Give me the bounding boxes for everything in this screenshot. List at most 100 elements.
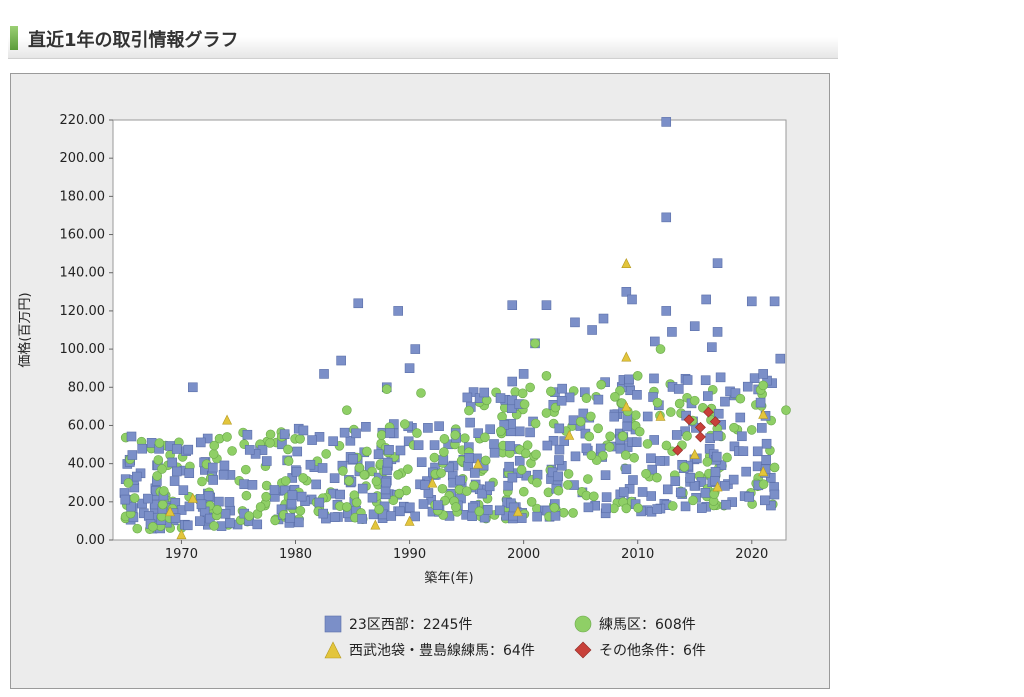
point-circle	[722, 452, 732, 463]
point-square	[127, 450, 138, 460]
point-circle	[261, 491, 271, 502]
data-point-square	[353, 298, 364, 309]
point-circle	[589, 491, 599, 502]
y-axis-label: 価格(百万円)	[17, 292, 33, 367]
point-square	[628, 475, 638, 485]
data-point-square	[707, 342, 717, 352]
legend-marker-triangle	[324, 641, 342, 659]
point-circle	[546, 386, 556, 397]
y-tick-label: 140.00	[60, 266, 106, 281]
point-circle	[525, 382, 535, 393]
point-square	[183, 444, 194, 455]
data-point-triangle	[370, 519, 381, 530]
point-circle	[212, 505, 223, 515]
point-square	[601, 492, 612, 502]
data-point-circle	[735, 393, 746, 404]
point-circle	[255, 502, 266, 512]
data-point-triangle	[712, 481, 723, 492]
point-circle	[522, 440, 533, 451]
data-point-triangle	[564, 429, 575, 440]
point-square	[652, 504, 662, 514]
point-square	[143, 493, 153, 504]
y-tick-label: 160.00	[60, 228, 106, 243]
point-square	[749, 373, 760, 383]
y-tick-label: 120.00	[60, 304, 106, 319]
point-circle	[519, 399, 530, 410]
point-square	[345, 435, 356, 446]
data-point-square	[598, 313, 609, 324]
series-diamond	[672, 406, 721, 456]
point-square	[760, 495, 770, 506]
point-circle	[593, 423, 603, 434]
point-circle	[295, 505, 306, 516]
point-square	[737, 431, 747, 442]
point-square	[311, 479, 321, 490]
point-square	[423, 423, 433, 433]
series-square	[188, 117, 786, 393]
point-circle	[553, 485, 564, 496]
point-square	[752, 446, 763, 457]
point-square	[655, 456, 665, 466]
data-point-circle	[610, 392, 620, 402]
point-circle	[148, 521, 158, 532]
point-square	[624, 374, 634, 385]
data-point-square	[712, 258, 723, 268]
point-square	[294, 517, 304, 528]
data-point-square	[404, 363, 415, 373]
data-point-circle	[541, 371, 552, 381]
data-point-triangle	[621, 351, 632, 362]
point-square	[292, 446, 303, 457]
point-square	[395, 445, 406, 456]
point-circle	[376, 430, 387, 440]
series-circle	[222, 338, 791, 473]
point-circle	[518, 486, 529, 497]
point-square	[465, 417, 475, 428]
point-square	[738, 446, 749, 456]
point-square	[126, 501, 136, 512]
data-point-circle	[769, 462, 780, 473]
point-square	[214, 496, 224, 507]
point-circle	[153, 455, 164, 465]
data-point-circle	[575, 416, 586, 427]
point-circle	[652, 472, 662, 483]
data-point-square	[689, 321, 700, 331]
data-point-diamond	[672, 444, 684, 456]
data-point-triangle	[176, 529, 187, 540]
point-square	[384, 445, 394, 455]
point-circle	[679, 462, 690, 472]
point-square	[494, 505, 505, 516]
point-square	[715, 372, 726, 383]
point-square	[416, 457, 427, 467]
point-circle	[393, 469, 403, 480]
point-circle	[682, 431, 692, 441]
page-title: 直近1年の取引情報グラフ	[28, 30, 239, 51]
point-square	[593, 394, 604, 405]
point-circle	[399, 419, 410, 429]
point-circle	[270, 515, 280, 526]
point-circle	[596, 379, 606, 390]
y-tick-label: 0.00	[76, 533, 105, 548]
x-tick-label: 2010	[621, 547, 654, 562]
point-circle	[629, 452, 639, 463]
point-circle	[517, 388, 528, 399]
point-square	[357, 483, 368, 494]
point-circle	[746, 425, 757, 435]
data-point-circle	[655, 344, 666, 354]
point-square	[171, 466, 182, 477]
point-square	[385, 428, 395, 438]
point-circle	[154, 438, 165, 448]
point-circle	[674, 398, 685, 409]
point-square	[631, 437, 642, 447]
point-square	[285, 513, 295, 523]
point-circle	[338, 466, 348, 476]
point-circle	[621, 503, 632, 514]
data-point-triangle	[758, 408, 769, 419]
point-circle	[568, 508, 578, 518]
point-square	[554, 423, 565, 434]
point-square	[420, 480, 430, 490]
data-point-square	[319, 369, 329, 379]
data-point-square	[667, 327, 677, 337]
point-square	[225, 518, 235, 528]
point-square	[671, 430, 682, 440]
